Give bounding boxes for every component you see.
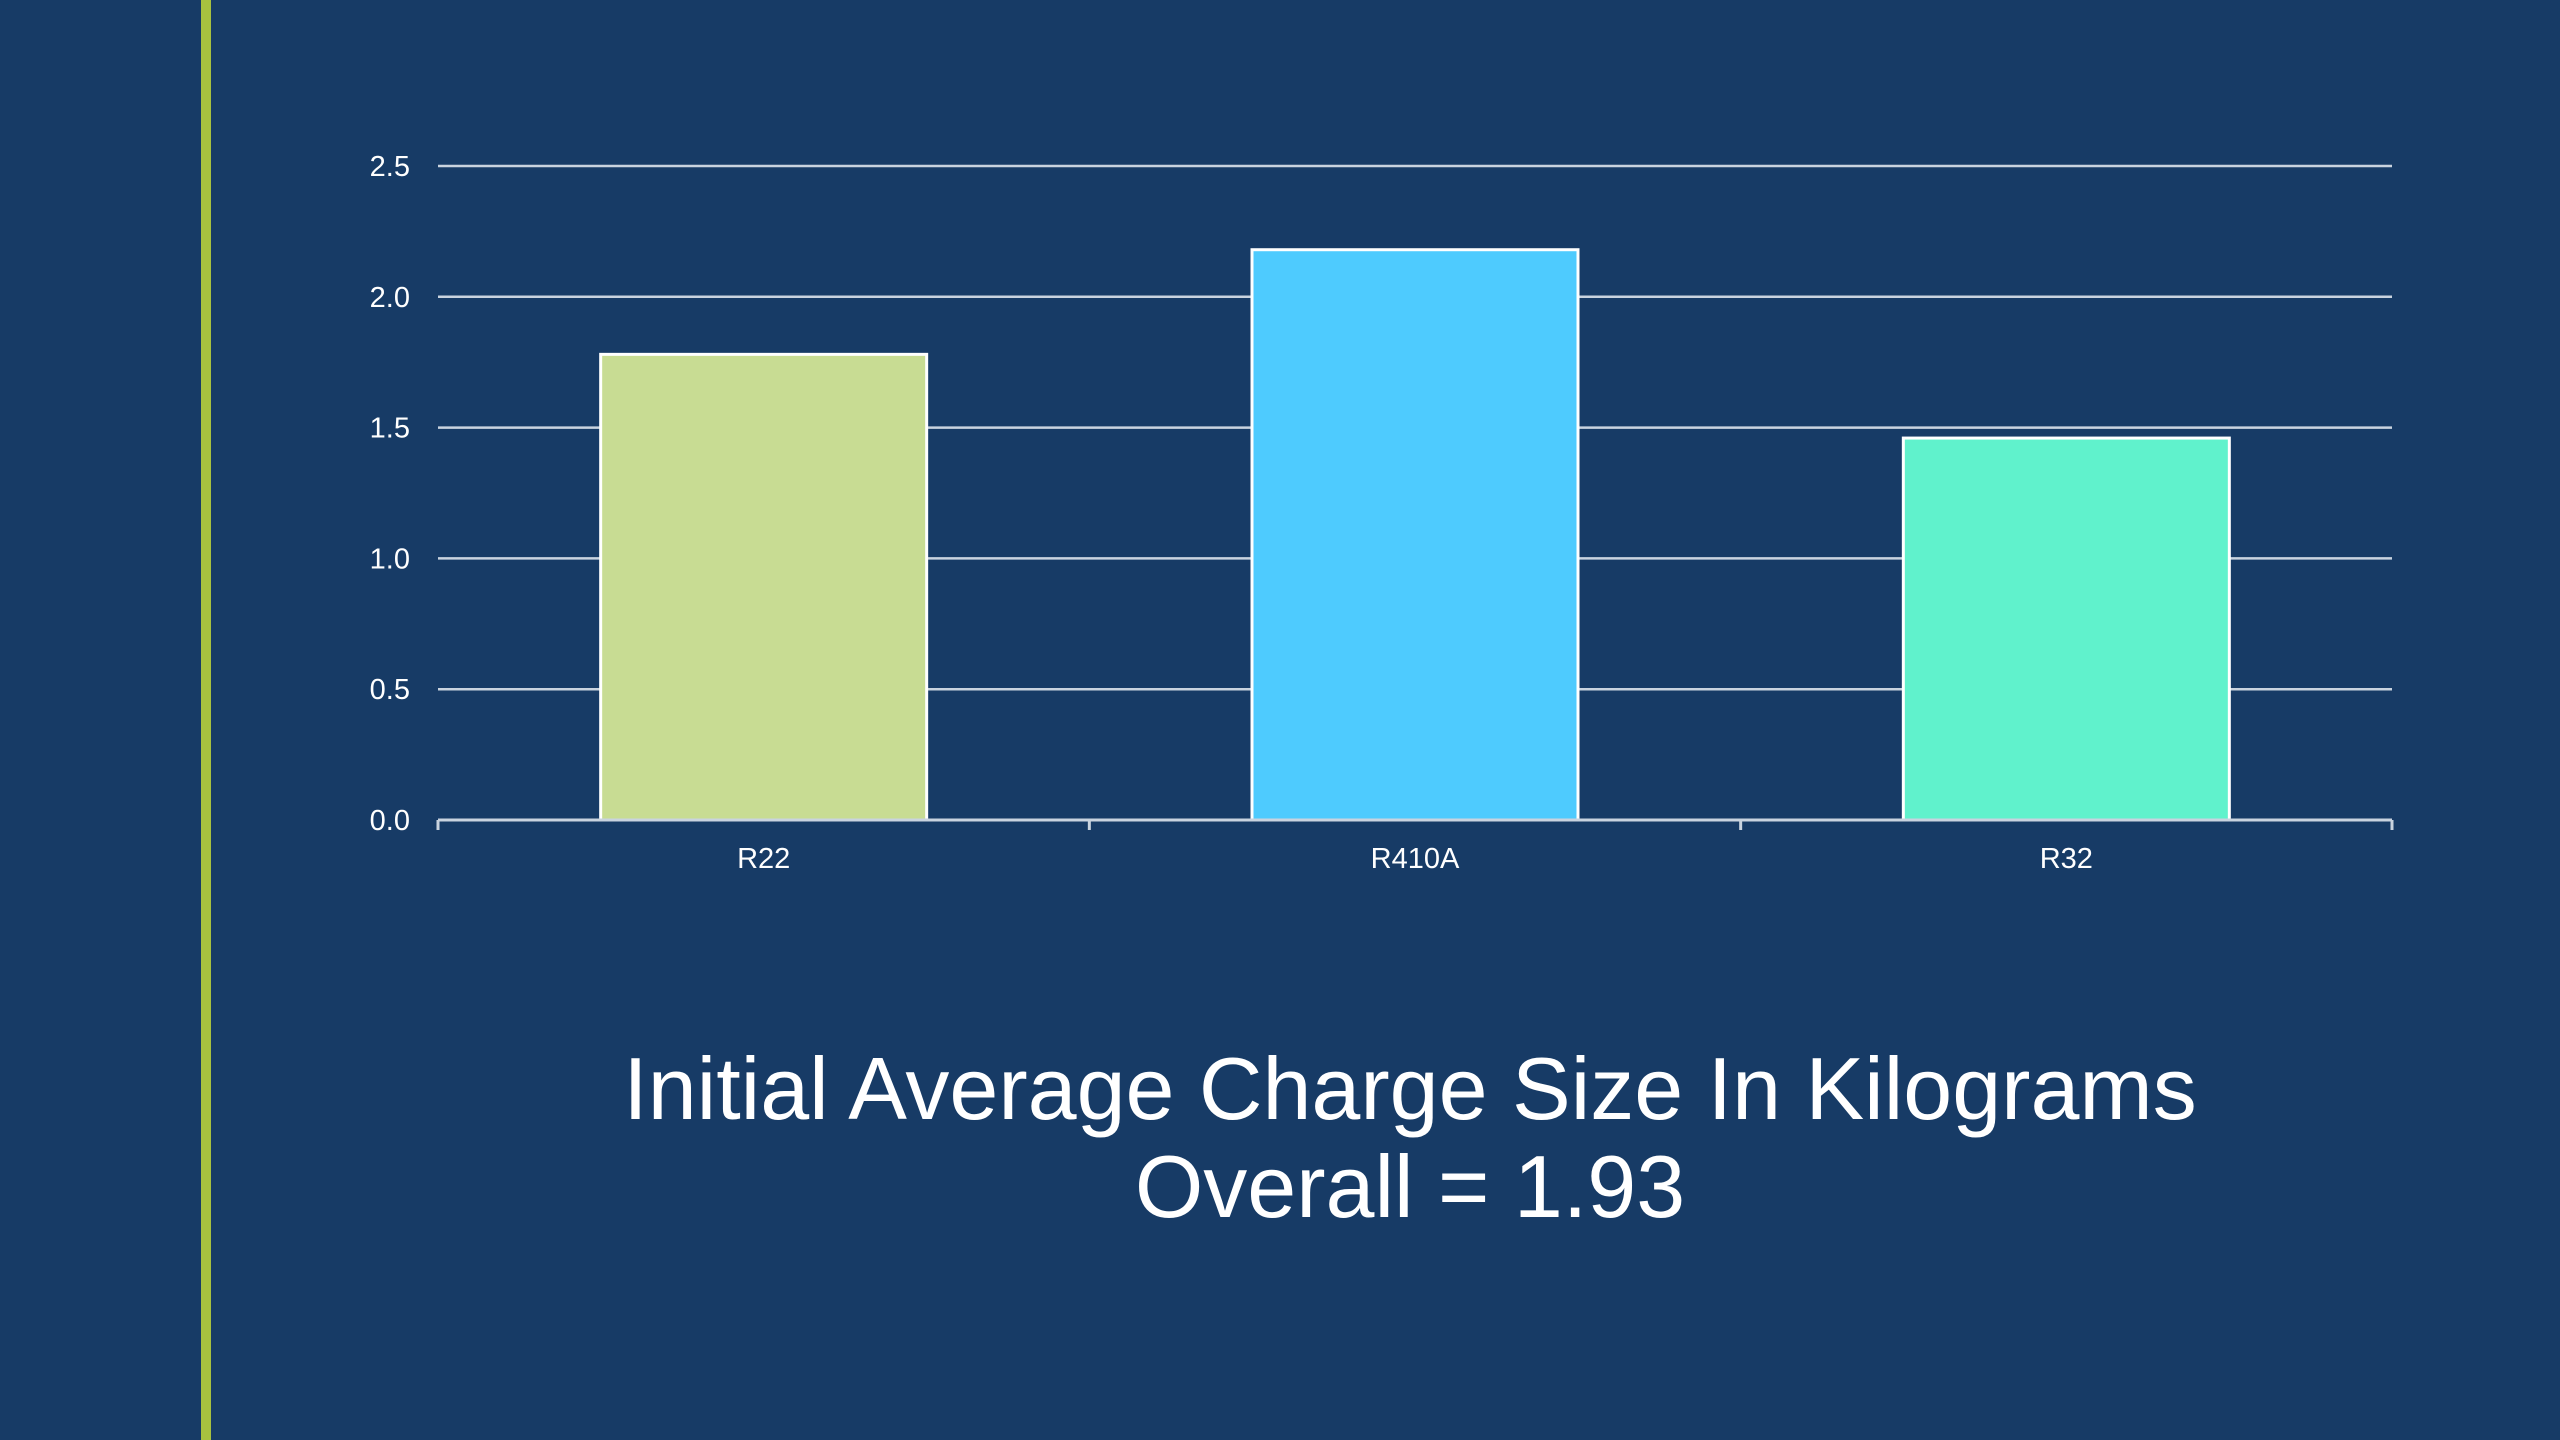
y-tick-labels: 0.0 0.5 1.0 1.5 2.0 2.5 <box>370 151 410 837</box>
chart-caption: Initial Average Charge Size In Kilograms… <box>260 1040 2560 1236</box>
y-tick-label: 1.5 <box>370 413 410 445</box>
y-tick-label: 2.5 <box>370 151 410 183</box>
bar-r32 <box>1901 436 2231 822</box>
x-tick-label: R32 <box>2040 843 2093 875</box>
bar-r22 <box>599 352 929 822</box>
x-tick-label: R22 <box>737 843 790 875</box>
x-axis <box>436 818 2394 830</box>
y-tick-label: 1.0 <box>370 543 410 575</box>
caption-line-1: Initial Average Charge Size In Kilograms <box>623 1039 2197 1138</box>
y-tick-label: 0.5 <box>370 674 410 706</box>
bars <box>599 248 2231 822</box>
bar-r410a <box>1250 248 1580 822</box>
y-tick-label: 2.0 <box>370 282 410 314</box>
x-tick-label: R410A <box>1371 843 1460 875</box>
accent-line <box>201 0 211 1440</box>
caption-line-2: Overall = 1.93 <box>1134 1137 1686 1236</box>
x-tick-labels: R22 R410A R32 <box>737 843 2093 875</box>
bar-chart: 0.0 0.5 1.0 1.5 2.0 2.5 R22 R410A R32 <box>370 151 2394 875</box>
y-tick-label: 0.0 <box>370 805 410 837</box>
